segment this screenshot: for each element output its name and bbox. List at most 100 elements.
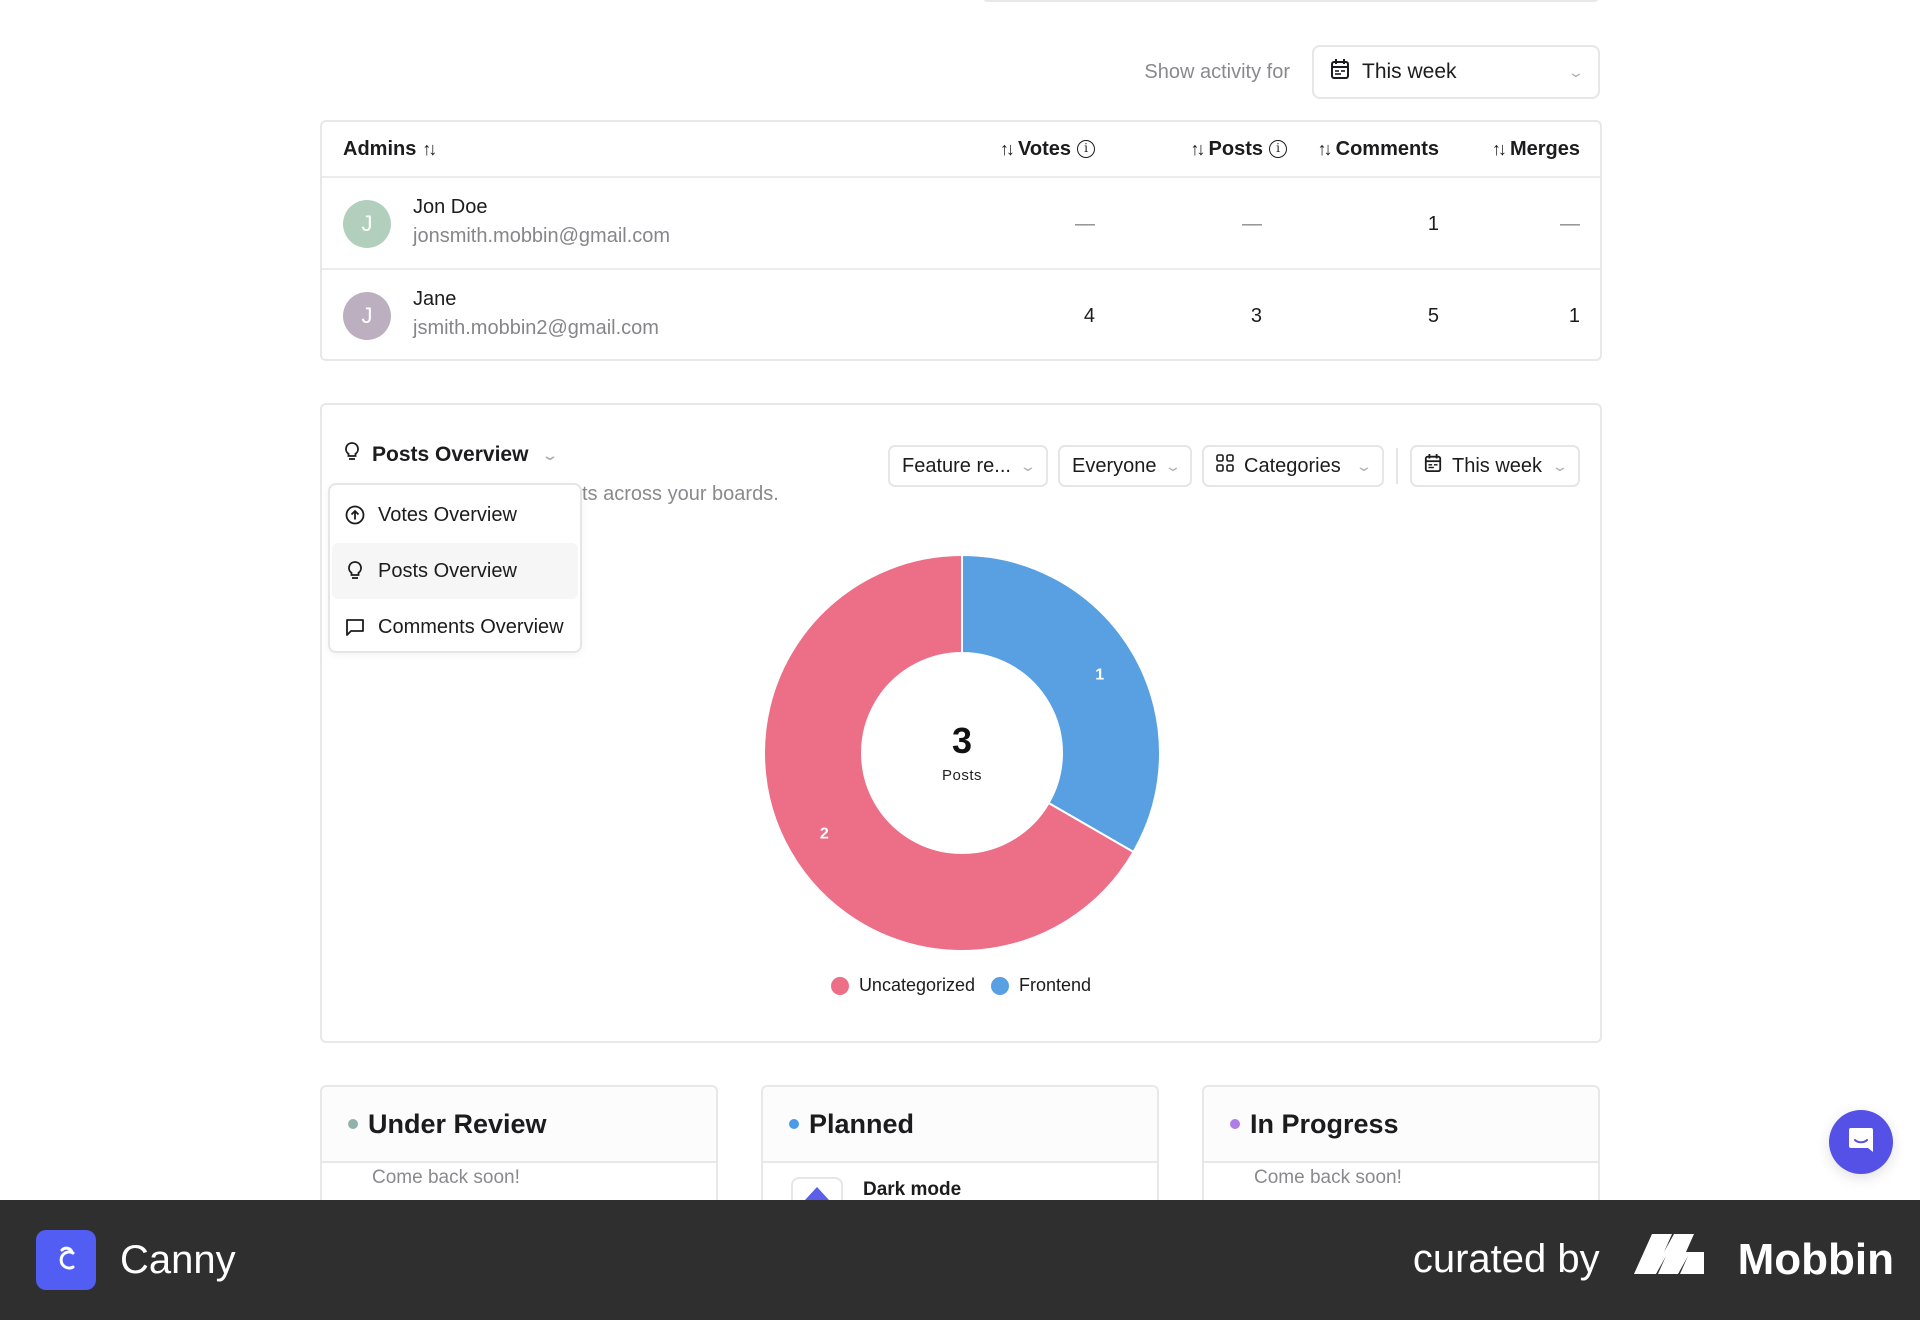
arrow-up-circle-icon: [344, 504, 366, 526]
comment-icon: [344, 616, 366, 638]
overview-type-menu: Votes Overview Posts Overview Comments O…: [328, 483, 582, 653]
filter-divider: [1396, 448, 1398, 484]
roadmap-column-title: Planned: [809, 1108, 915, 1139]
roadmap-column-header: In Progress: [1204, 1087, 1598, 1163]
column-comments[interactable]: ↑↓ Comments: [1318, 138, 1439, 161]
legend-item-uncategorized[interactable]: Uncategorized: [830, 975, 976, 996]
posts-value: 3: [1250, 304, 1262, 327]
chat-widget-button[interactable]: [1829, 1110, 1893, 1174]
admin-name: Jon Doe: [413, 196, 488, 218]
activity-range-row: Show activity for This week ⌄: [1144, 45, 1600, 99]
chart-filters: Feature re... ⌄ Everyone ⌄ Categories ⌄ …: [888, 445, 1580, 487]
legend-swatch: [991, 976, 1010, 995]
menu-item-label: Comments Overview: [378, 615, 564, 638]
grid-icon: [1216, 454, 1234, 478]
lightbulb-icon: [344, 560, 366, 582]
roadmap-column-header: Planned: [763, 1087, 1157, 1163]
audience-filter-value: Everyone: [1072, 454, 1157, 477]
votes-value: 4: [1083, 304, 1095, 327]
table-row: J Jon Doe jonsmith.mobbin@gmail.com — — …: [322, 178, 1600, 270]
column-merges[interactable]: ↑↓ Merges: [1492, 138, 1580, 161]
search-input-edge[interactable]: [982, 0, 1600, 2]
menu-item-posts-overview[interactable]: Posts Overview: [332, 543, 578, 599]
lightbulb-icon: [344, 441, 360, 469]
sort-arrows-icon: ↑↓: [1000, 138, 1015, 159]
legend-item-frontend[interactable]: Frontend: [991, 975, 1091, 996]
menu-item-votes-overview[interactable]: Votes Overview: [332, 487, 578, 543]
overview-type-dropdown[interactable]: Posts Overview ⌄: [344, 441, 560, 469]
column-label: Merges: [1509, 137, 1580, 160]
avatar: J: [343, 200, 391, 248]
donut-slice-frontend[interactable]: [961, 553, 1161, 854]
admins-activity-table: Admins ↑↓ ↑↓ Votes i ↑↓ Posts i ↑↓ Comme…: [320, 120, 1602, 361]
donut-slice-uncategorized[interactable]: [763, 553, 1135, 952]
board-filter-select[interactable]: Feature re... ⌄: [888, 445, 1048, 487]
mobbin-name: Mobbin: [1737, 1234, 1894, 1284]
status-dot-icon: [789, 1119, 799, 1129]
chevron-down-icon: ⌄: [1567, 63, 1585, 80]
admin-email: jonsmith.mobbin@gmail.com: [413, 225, 671, 247]
column-label: Votes: [1018, 137, 1071, 160]
column-votes[interactable]: ↑↓ Votes i: [1000, 138, 1095, 161]
chevron-down-icon: ⌄: [541, 446, 560, 463]
status-dot-icon: [1230, 1119, 1240, 1129]
sort-arrows-icon: ↑↓: [422, 138, 437, 159]
info-icon[interactable]: i: [1269, 140, 1287, 158]
roadmap-column-title: In Progress: [1250, 1108, 1399, 1139]
chevron-down-icon: ⌄: [1163, 457, 1182, 474]
group-by-value: Categories: [1244, 454, 1341, 477]
footer-bar: Canny curated by Mobbin: [0, 1200, 1920, 1320]
column-label: Comments: [1335, 137, 1439, 160]
calendar-icon: [1330, 58, 1350, 86]
post-title: Dark mode: [863, 1179, 962, 1200]
table-header: Admins ↑↓ ↑↓ Votes i ↑↓ Posts i ↑↓ Comme…: [322, 122, 1600, 178]
mobbin-logo-icon: [1633, 1234, 1722, 1285]
comments-value: 5: [1427, 304, 1439, 327]
activity-range-select[interactable]: This week ⌄: [1312, 45, 1600, 99]
posts-overview-card: Posts Overview ⌄ sts across your boards.…: [320, 403, 1602, 1043]
audience-filter-select[interactable]: Everyone ⌄: [1058, 445, 1192, 487]
sort-arrows-icon: ↑↓: [1491, 138, 1507, 159]
comments-value: 1: [1427, 212, 1439, 235]
board-filter-value: Feature re...: [902, 454, 1011, 477]
menu-item-label: Votes Overview: [378, 503, 517, 526]
admin-email: jsmith.mobbin2@gmail.com: [413, 317, 659, 339]
merges-value: —: [1560, 212, 1580, 235]
chat-smile-icon: [1846, 1125, 1876, 1160]
merges-value: 1: [1568, 304, 1580, 327]
activity-range-value: This week: [1362, 60, 1457, 83]
chevron-down-icon: ⌄: [1355, 457, 1373, 474]
menu-item-label: Posts Overview: [378, 559, 517, 582]
roadmap-column-title: Under Review: [368, 1108, 547, 1139]
brand-name: Canny: [120, 1237, 236, 1282]
canny-logo-icon: [36, 1230, 96, 1290]
posts-value: —: [1242, 212, 1262, 235]
column-admins[interactable]: Admins ↑↓: [343, 137, 437, 161]
info-icon[interactable]: i: [1077, 140, 1095, 158]
brand: Canny: [36, 1230, 236, 1290]
column-posts[interactable]: ↑↓ Posts i: [1191, 138, 1287, 161]
table-row: J Jane jsmith.mobbin2@gmail.com 4 3 5 1: [322, 270, 1600, 362]
slice-value-label: 1: [1095, 667, 1104, 684]
group-by-select[interactable]: Categories ⌄: [1202, 445, 1384, 487]
sort-arrows-icon: ↑↓: [1317, 138, 1333, 159]
column-label: Admins: [343, 137, 417, 160]
legend-swatch: [830, 976, 849, 995]
overview-subtitle: sts across your boards.: [572, 483, 779, 505]
chart-range-select[interactable]: This week ⌄: [1410, 445, 1580, 487]
roadmap-column-header: Under Review: [322, 1087, 716, 1163]
curated-by: curated by Mobbin: [1413, 1234, 1894, 1285]
avatar: J: [343, 292, 391, 340]
column-label: Posts: [1208, 137, 1263, 160]
votes-value: —: [1075, 212, 1095, 235]
admin-name: Jane: [413, 288, 457, 310]
activity-range-label: Show activity for: [1144, 60, 1290, 83]
slice-value-label: 2: [820, 826, 829, 843]
chevron-down-icon: ⌄: [1019, 457, 1037, 474]
menu-item-comments-overview[interactable]: Comments Overview: [332, 599, 578, 655]
sort-arrows-icon: ↑↓: [1190, 138, 1206, 159]
curated-by-text: curated by: [1412, 1237, 1600, 1281]
legend-label: Uncategorized: [858, 975, 976, 995]
donut-svg: 12: [763, 553, 1161, 952]
